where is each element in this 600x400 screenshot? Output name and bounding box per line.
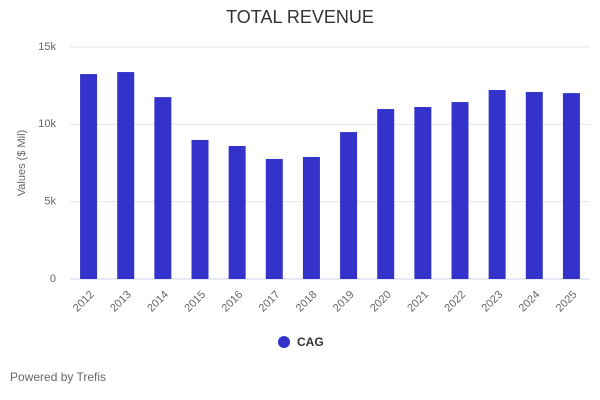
- x-tick-label: 2023: [480, 289, 506, 315]
- x-tick-label: 2013: [108, 289, 134, 315]
- x-tick-label: 2018: [294, 289, 320, 315]
- bar: [80, 74, 98, 279]
- bar: [525, 92, 543, 280]
- footer: Powered by Trefis: [10, 370, 106, 384]
- bar: [340, 132, 358, 279]
- x-tick-label: 2021: [405, 289, 431, 315]
- y-tick-label: 5k: [44, 196, 56, 208]
- x-tick-label: 2022: [442, 289, 468, 315]
- bar: [228, 145, 246, 279]
- bar: [414, 107, 432, 279]
- legend-marker: [278, 336, 290, 348]
- bar: [191, 139, 209, 279]
- x-tick-label: 2012: [71, 289, 97, 315]
- y-tick-label: 0: [50, 273, 56, 285]
- x-tick-label: 2017: [257, 289, 283, 315]
- bar: [117, 72, 135, 279]
- x-tick-label: 2014: [145, 289, 171, 315]
- x-tick-label: 2016: [220, 289, 246, 315]
- bar: [451, 102, 469, 279]
- x-tick-label: 2025: [554, 289, 580, 315]
- bar: [377, 109, 395, 279]
- bar: [154, 97, 172, 279]
- bar: [562, 93, 580, 279]
- chart-title: TOTAL REVENUE: [226, 7, 374, 27]
- x-tick-label: 2015: [182, 289, 208, 315]
- x-tick-label: 2020: [368, 289, 394, 315]
- y-tick-label: 15k: [38, 41, 56, 53]
- x-tick-label: 2024: [517, 289, 543, 315]
- y-tick-label: 10k: [38, 118, 56, 130]
- bar: [265, 158, 283, 279]
- bar: [302, 156, 320, 279]
- x-tick-label: 2019: [331, 289, 357, 315]
- y-axis-label: Values ($ Mil): [16, 130, 28, 196]
- legend-label: CAG: [297, 335, 324, 349]
- bar: [488, 89, 506, 279]
